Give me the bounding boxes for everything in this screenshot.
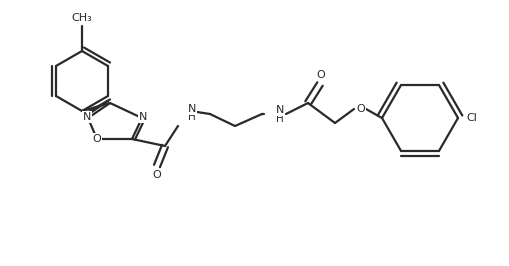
Text: H: H [275, 114, 284, 124]
Text: O: O [356, 104, 364, 114]
Text: N: N [275, 105, 284, 115]
Text: N: N [82, 112, 91, 122]
Text: Cl: Cl [466, 113, 476, 123]
Text: N: N [138, 112, 147, 122]
Text: O: O [316, 70, 325, 80]
Text: O: O [152, 170, 161, 180]
Text: H: H [188, 112, 195, 122]
Text: CH₃: CH₃ [71, 13, 92, 23]
Text: O: O [93, 134, 101, 144]
Text: N: N [187, 104, 196, 114]
